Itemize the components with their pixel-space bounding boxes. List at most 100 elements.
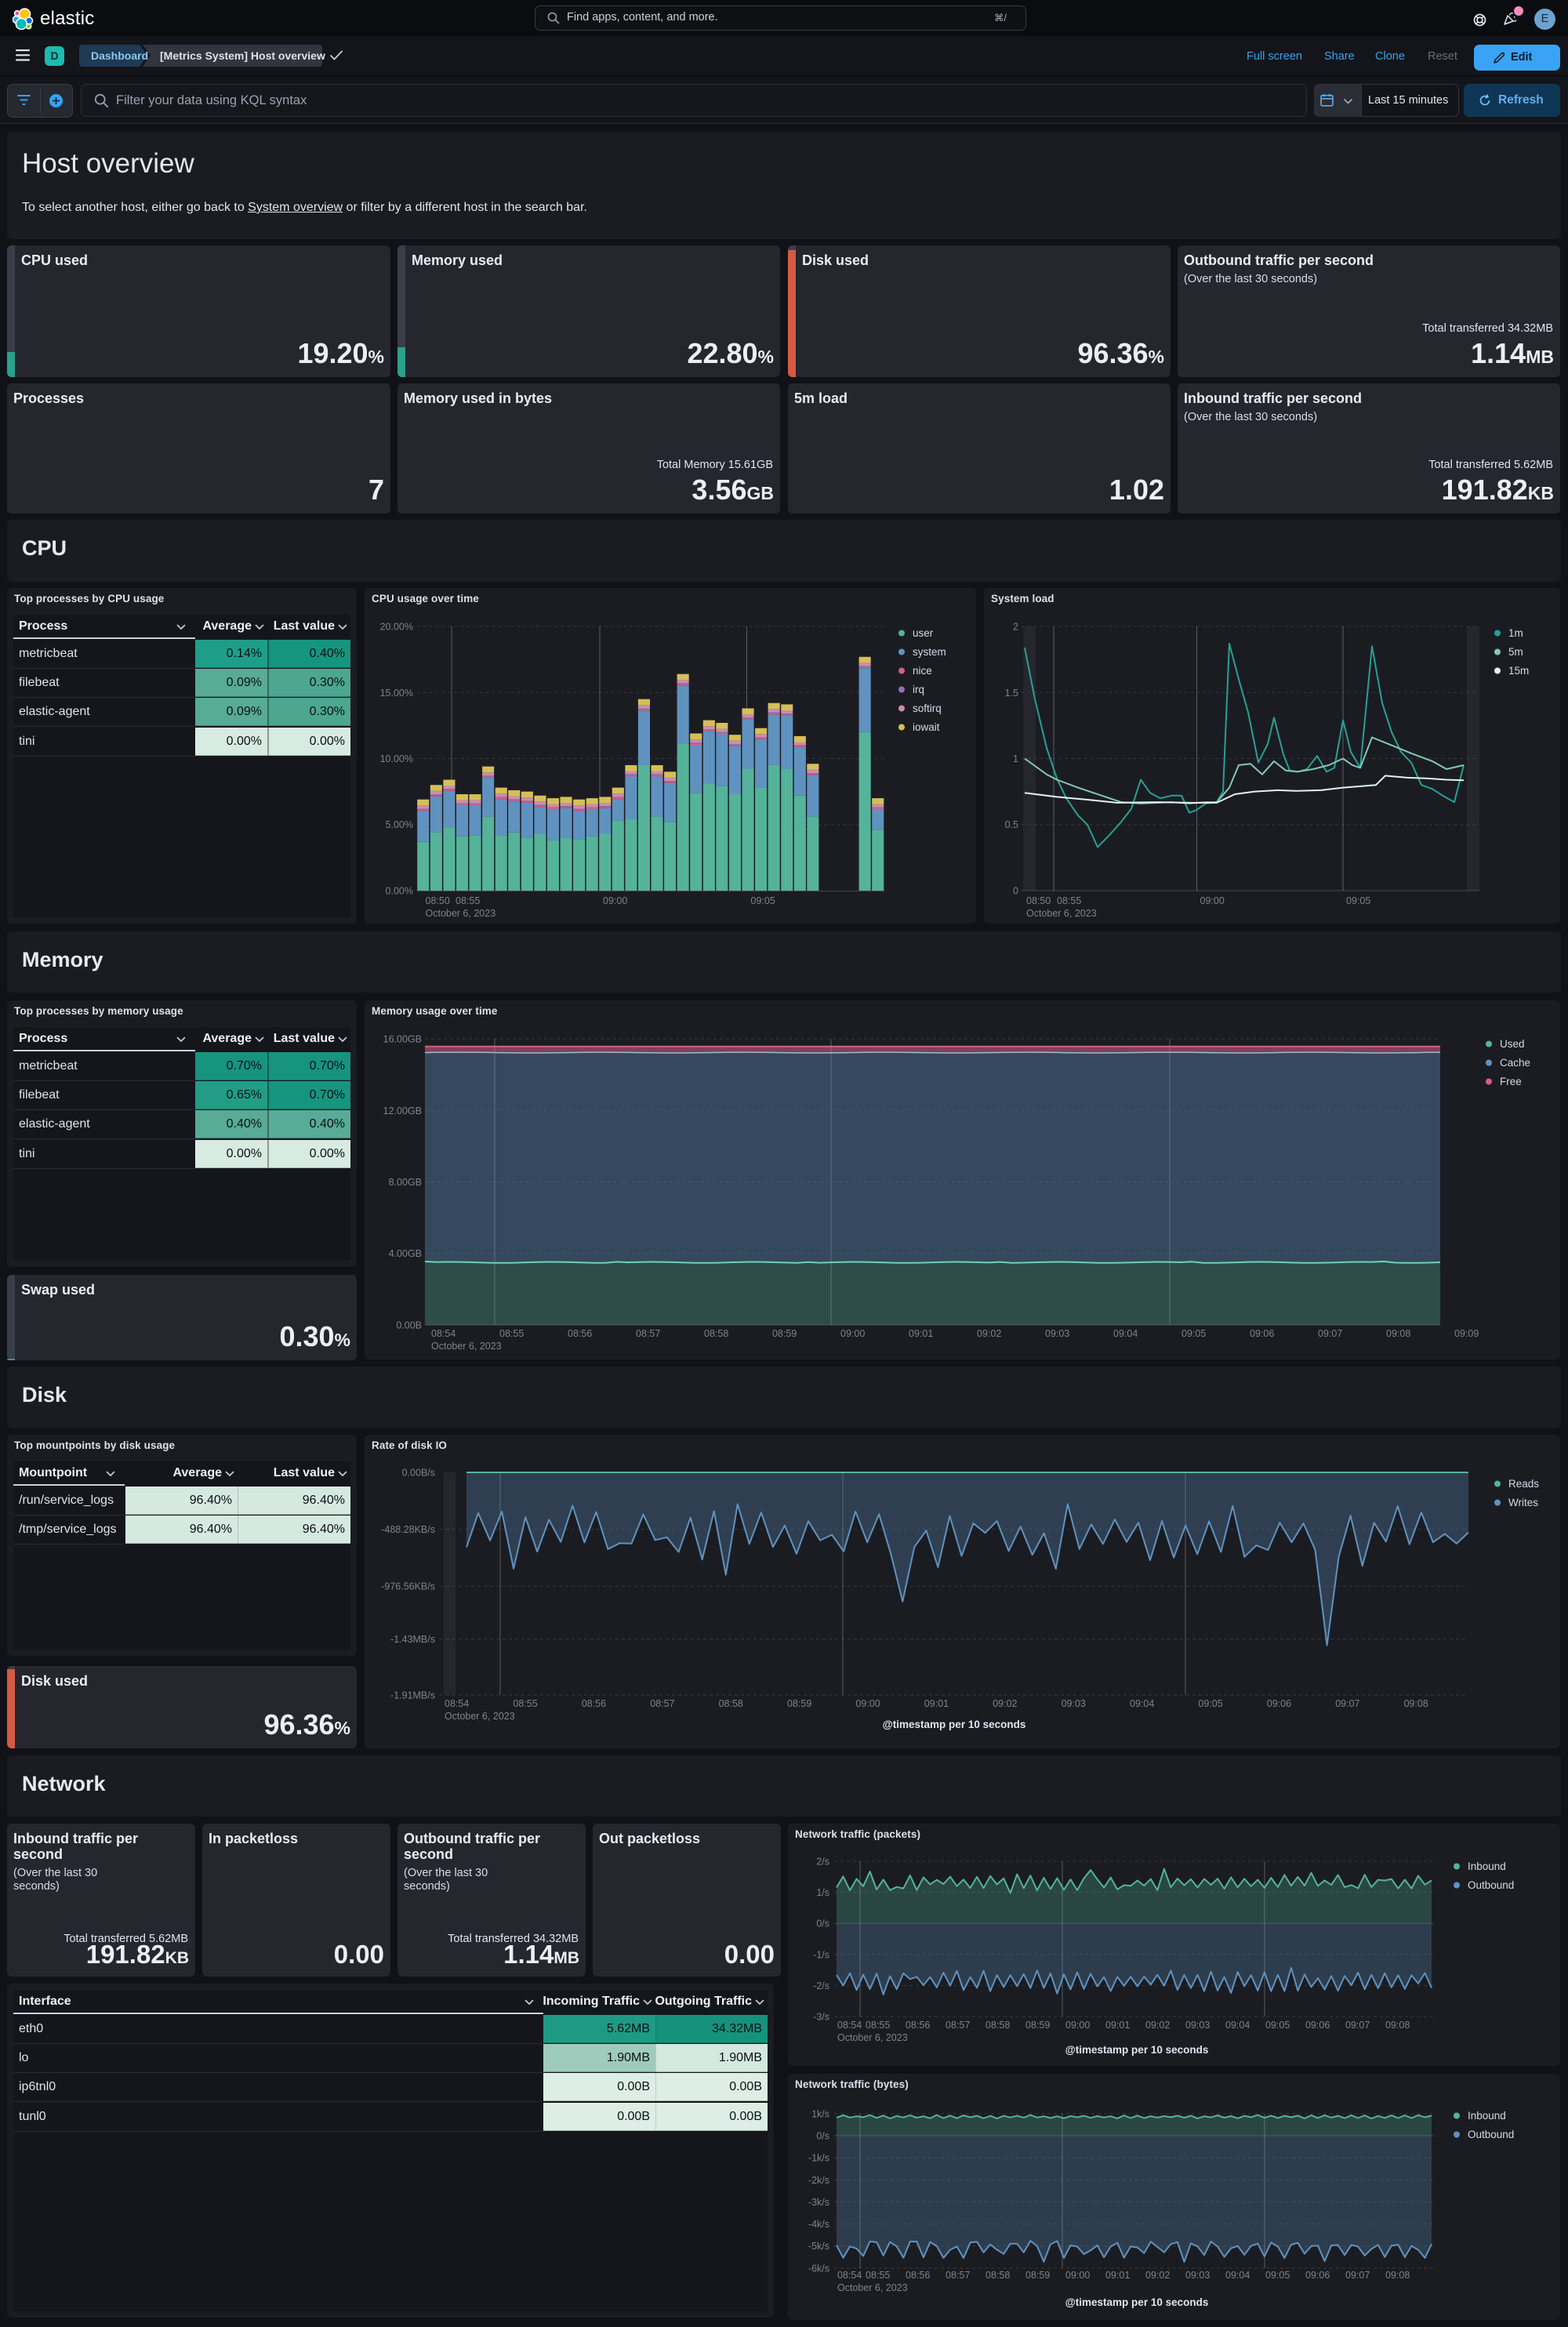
svg-text:09:07: 09:07 — [1318, 1328, 1342, 1339]
svg-text:09:05: 09:05 — [1265, 2270, 1290, 2281]
svg-text:08:57: 08:57 — [946, 2270, 970, 2281]
svg-text:09:06: 09:06 — [1250, 1328, 1274, 1339]
svg-text:08:59: 08:59 — [1025, 2020, 1050, 2031]
svg-text:20.00%: 20.00% — [380, 622, 413, 633]
svg-text:09:00: 09:00 — [1200, 895, 1225, 906]
svg-text:08:56: 08:56 — [582, 1698, 606, 1709]
svg-text:09:06: 09:06 — [1305, 2020, 1330, 2031]
svg-text:15.00%: 15.00% — [380, 688, 413, 699]
svg-text:09:08: 09:08 — [1385, 2020, 1410, 2031]
svg-text:08:59: 08:59 — [787, 1698, 811, 1709]
svg-text:09:08: 09:08 — [1404, 1698, 1428, 1709]
svg-text:-1/s: -1/s — [813, 1949, 829, 1960]
svg-text:nice: nice — [913, 665, 932, 677]
svg-text:08:57: 08:57 — [946, 2020, 970, 2031]
svg-text:09:03: 09:03 — [1185, 2270, 1210, 2281]
svg-text:09:04: 09:04 — [1225, 2270, 1250, 2281]
svg-text:09:05: 09:05 — [1198, 1698, 1222, 1709]
svg-text:8.00GB: 8.00GB — [389, 1177, 422, 1188]
svg-text:09:00: 09:00 — [855, 1698, 880, 1709]
svg-text:-6k/s: -6k/s — [808, 2263, 829, 2274]
svg-text:08:57: 08:57 — [650, 1698, 674, 1709]
svg-text:user: user — [913, 627, 934, 639]
svg-text:5m: 5m — [1508, 646, 1523, 658]
svg-text:@timestamp per 10 seconds: @timestamp per 10 seconds — [1065, 2296, 1209, 2308]
svg-text:08:55: 08:55 — [499, 1328, 524, 1339]
svg-text:-2/s: -2/s — [813, 1980, 829, 1991]
svg-text:@timestamp per 10 seconds: @timestamp per 10 seconds — [1065, 2044, 1209, 2056]
svg-text:Writes: Writes — [1508, 1497, 1538, 1508]
svg-text:2/s: 2/s — [816, 1857, 829, 1868]
svg-text:0.5: 0.5 — [1005, 819, 1018, 830]
svg-text:09:07: 09:07 — [1345, 2270, 1370, 2281]
svg-text:09:03: 09:03 — [1045, 1328, 1069, 1339]
svg-text:08:59: 08:59 — [1025, 2270, 1050, 2281]
svg-text:08:55: 08:55 — [866, 2020, 890, 2031]
svg-text:08:55: 08:55 — [456, 895, 480, 906]
svg-text:[Metrics System] Host overview: [Metrics System] Host overview — [160, 49, 325, 62]
svg-text:08:55: 08:55 — [1057, 895, 1081, 906]
svg-text:10.00%: 10.00% — [380, 753, 413, 764]
svg-text:5.00%: 5.00% — [386, 819, 413, 830]
svg-text:0: 0 — [1013, 886, 1018, 897]
svg-text:09:02: 09:02 — [1145, 2270, 1170, 2281]
svg-text:Inbound: Inbound — [1468, 1861, 1506, 1872]
svg-text:Outbound: Outbound — [1468, 2129, 1514, 2140]
svg-text:08:54: 08:54 — [837, 2020, 862, 2031]
svg-text:October 6, 2023: October 6, 2023 — [431, 1341, 502, 1352]
svg-text:09:01: 09:01 — [1105, 2020, 1130, 2031]
svg-text:08:54: 08:54 — [837, 2270, 862, 2281]
svg-text:09:04: 09:04 — [1130, 1698, 1154, 1709]
svg-text:0/s: 0/s — [816, 1919, 829, 1929]
svg-text:09:02: 09:02 — [1145, 2020, 1170, 2031]
svg-text:09:06: 09:06 — [1267, 1698, 1291, 1709]
svg-text:09:01: 09:01 — [1105, 2270, 1130, 2281]
svg-text:1k/s: 1k/s — [811, 2108, 829, 2119]
svg-text:09:03: 09:03 — [1062, 1698, 1086, 1709]
svg-text:October 6, 2023: October 6, 2023 — [445, 1711, 515, 1722]
svg-text:09:08: 09:08 — [1385, 2270, 1410, 2281]
svg-text:09:00: 09:00 — [1065, 2270, 1090, 2281]
svg-text:09:01: 09:01 — [924, 1698, 949, 1709]
svg-text:1m: 1m — [1508, 627, 1523, 639]
svg-text:09:00: 09:00 — [1065, 2020, 1090, 2031]
svg-text:-5k/s: -5k/s — [808, 2241, 829, 2252]
svg-text:-1k/s: -1k/s — [808, 2153, 829, 2164]
svg-text:08:58: 08:58 — [719, 1698, 743, 1709]
svg-text:-4k/s: -4k/s — [808, 2219, 829, 2230]
svg-text:0.00%: 0.00% — [386, 886, 413, 897]
svg-text:October 6, 2023: October 6, 2023 — [837, 2032, 908, 2043]
svg-text:1.5: 1.5 — [1005, 688, 1018, 699]
svg-text:08:57: 08:57 — [636, 1328, 660, 1339]
svg-text:16.00GB: 16.00GB — [383, 1034, 422, 1045]
svg-text:0.00B/s: 0.00B/s — [402, 1468, 435, 1479]
svg-text:October 6, 2023: October 6, 2023 — [426, 908, 496, 919]
svg-text:Used: Used — [1500, 1038, 1525, 1050]
svg-text:08:56: 08:56 — [568, 1328, 592, 1339]
svg-text:-1.43MB/s: -1.43MB/s — [390, 1634, 435, 1645]
svg-text:Inbound: Inbound — [1468, 2110, 1506, 2122]
svg-text:08:58: 08:58 — [985, 2020, 1010, 2031]
svg-text:October 6, 2023: October 6, 2023 — [1026, 908, 1097, 919]
svg-text:irq: irq — [913, 684, 924, 695]
svg-text:09:04: 09:04 — [1225, 2020, 1250, 2031]
svg-text:09:00: 09:00 — [603, 895, 627, 906]
svg-text:09:00: 09:00 — [840, 1328, 865, 1339]
svg-text:09:05: 09:05 — [751, 895, 775, 906]
svg-text:09:06: 09:06 — [1305, 2270, 1330, 2281]
svg-text:08:50: 08:50 — [1026, 895, 1051, 906]
svg-text:0.00B: 0.00B — [396, 1320, 422, 1331]
svg-text:09:07: 09:07 — [1345, 2020, 1370, 2031]
svg-text:15m: 15m — [1508, 665, 1529, 677]
svg-text:09:09: 09:09 — [1454, 1328, 1479, 1339]
svg-text:09:08: 09:08 — [1386, 1328, 1410, 1339]
svg-text:09:02: 09:02 — [977, 1328, 1001, 1339]
svg-text:08:50: 08:50 — [426, 895, 450, 906]
svg-text:October 6, 2023: October 6, 2023 — [837, 2282, 908, 2293]
svg-text:Reads: Reads — [1508, 1478, 1539, 1490]
svg-text:08:56: 08:56 — [906, 2270, 930, 2281]
svg-text:softirq: softirq — [913, 702, 942, 714]
svg-text:09:03: 09:03 — [1185, 2020, 1210, 2031]
svg-text:08:58: 08:58 — [704, 1328, 728, 1339]
svg-text:-1.91MB/s: -1.91MB/s — [390, 1690, 435, 1701]
